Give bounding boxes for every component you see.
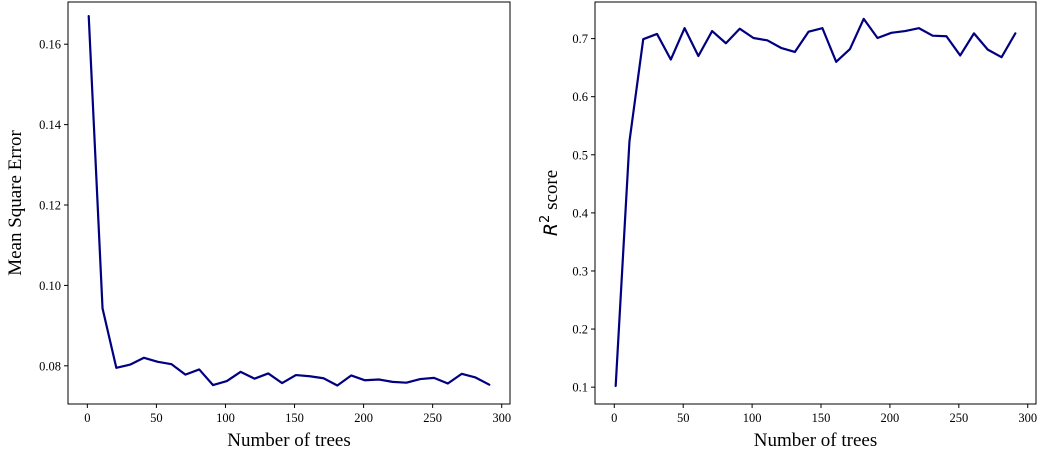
mse-y-tick-label: 0.14 xyxy=(39,118,62,132)
r2-y-axis-label-superscript: 2 xyxy=(538,215,553,223)
r2-x-tick-label: 0 xyxy=(611,411,617,425)
r2-x-tick-label: 50 xyxy=(677,411,690,425)
mse-x-axis-label: Number of trees xyxy=(227,430,350,451)
r2-x-tick-label: 200 xyxy=(881,411,900,425)
mse-x-tick-label: 150 xyxy=(285,411,304,425)
mse-chart: 0 50 100 150 200 250 300 0.08 0.10 0.12 0.14 0.16 Nu… xyxy=(5,1,511,451)
r2-x-tick-label: 250 xyxy=(949,411,968,425)
r2-x-axis-label: Number of trees xyxy=(754,430,877,451)
mse-x-tick-label: 0 xyxy=(84,411,90,425)
mse-x-tick-label: 250 xyxy=(423,411,442,425)
mse-plot-frame xyxy=(67,1,511,405)
r2-chart: 0 50 100 150 200 250 300 0.1 0.2 0.3 0.4 0.5 0.6 0.7 N… xyxy=(538,1,1037,451)
r2-y-tick-label: 0.1 xyxy=(572,381,588,395)
r2-series-line xyxy=(614,17,1017,388)
mse-x-tick-label: 300 xyxy=(492,411,511,425)
mse-y-tick-label: 0.12 xyxy=(39,199,61,213)
mse-x-tick-label: 100 xyxy=(216,411,235,425)
mse-x-tick-label: 200 xyxy=(354,411,373,425)
mse-y-tick-label: 0.08 xyxy=(39,359,61,373)
r2-plot-frame xyxy=(594,1,1037,405)
r2-x-tick-label: 100 xyxy=(743,411,762,425)
mse-y-tick-label: 0.10 xyxy=(39,279,61,293)
mse-x-tick-label: 50 xyxy=(150,411,163,425)
mse-y-tick-label: 0.16 xyxy=(39,38,61,52)
r2-y-tick-label: 0.7 xyxy=(572,32,588,46)
r2-y-tick-label: 0.5 xyxy=(572,148,588,162)
r2-y-tick-label: 0.3 xyxy=(572,264,588,278)
r2-x-tick-label: 300 xyxy=(1018,411,1037,425)
r2-y-axis-label-symbol: R xyxy=(540,223,562,236)
mse-series-line xyxy=(87,14,491,387)
r2-y-axis-label-text: score xyxy=(541,170,562,215)
r2-y-tick-label: 0.2 xyxy=(572,323,588,337)
r2-y-tick-label: 0.6 xyxy=(572,90,588,104)
r2-y-tick-label: 0.4 xyxy=(572,206,588,220)
r2-y-axis-label: R2 score xyxy=(538,170,562,236)
r2-x-tick-label: 150 xyxy=(812,411,831,425)
mse-y-axis-label: Mean Square Error xyxy=(5,130,26,276)
